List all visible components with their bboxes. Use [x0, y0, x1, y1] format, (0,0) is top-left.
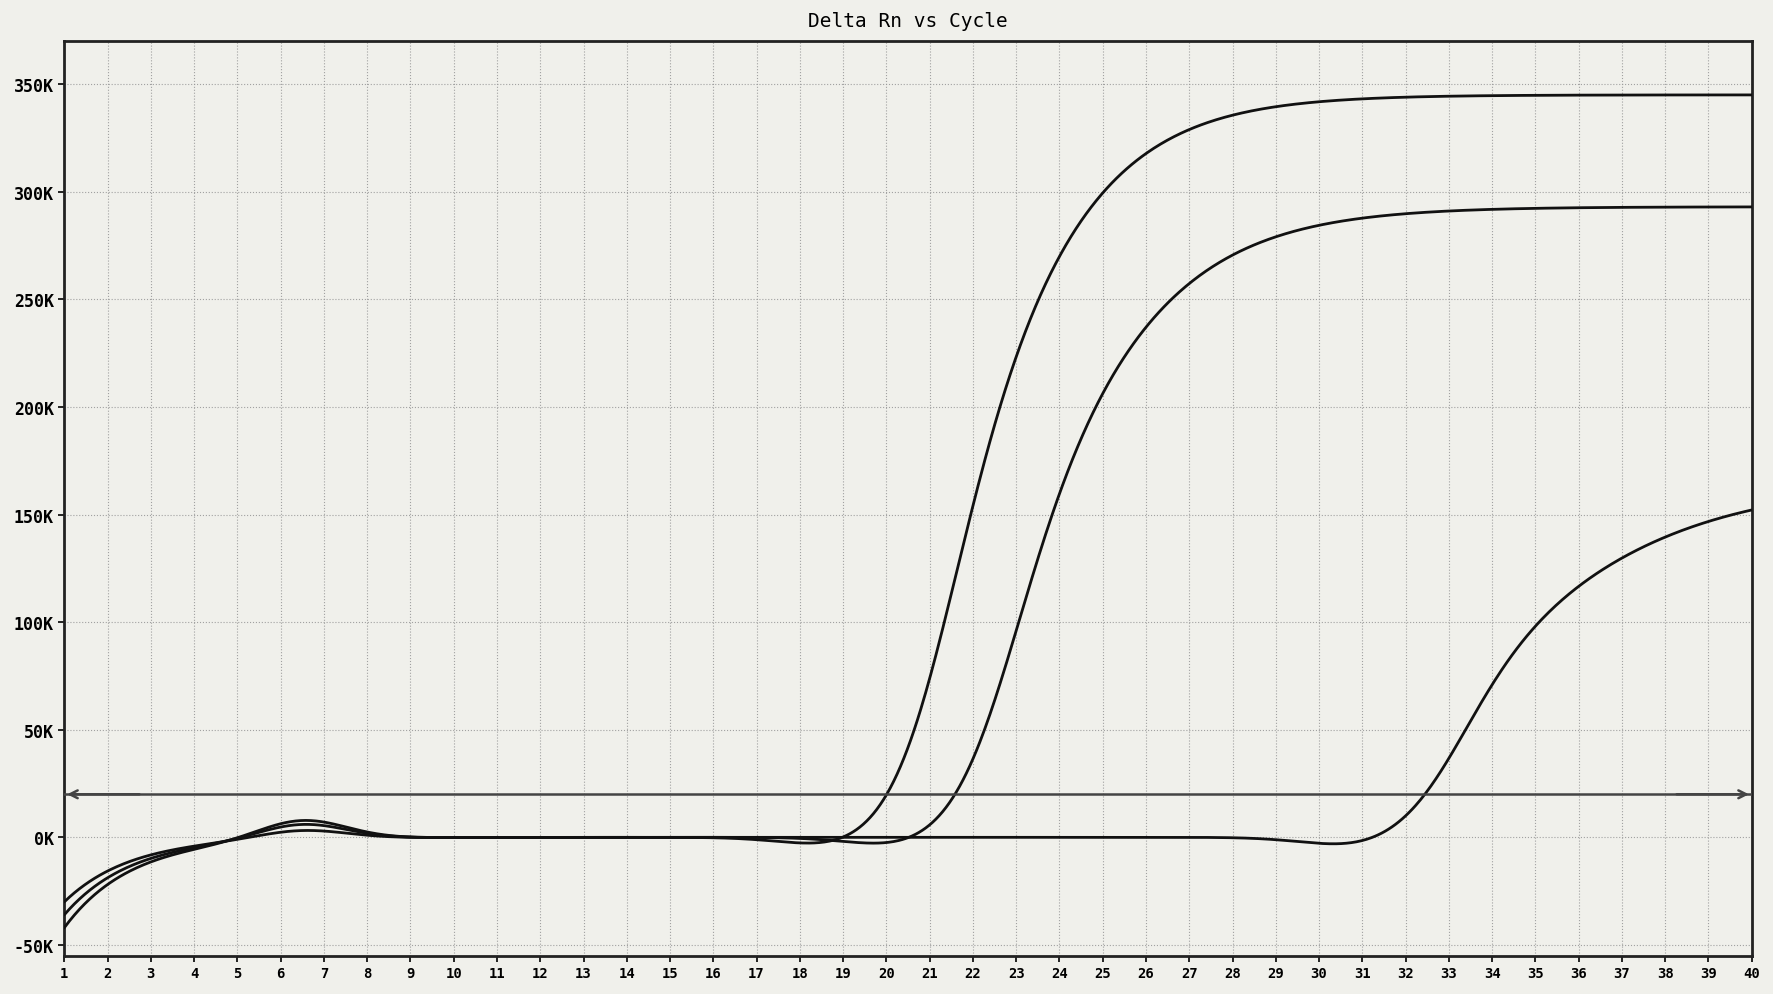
Text: Delta Rn vs Cycle: Delta Rn vs Cycle: [808, 12, 1007, 31]
